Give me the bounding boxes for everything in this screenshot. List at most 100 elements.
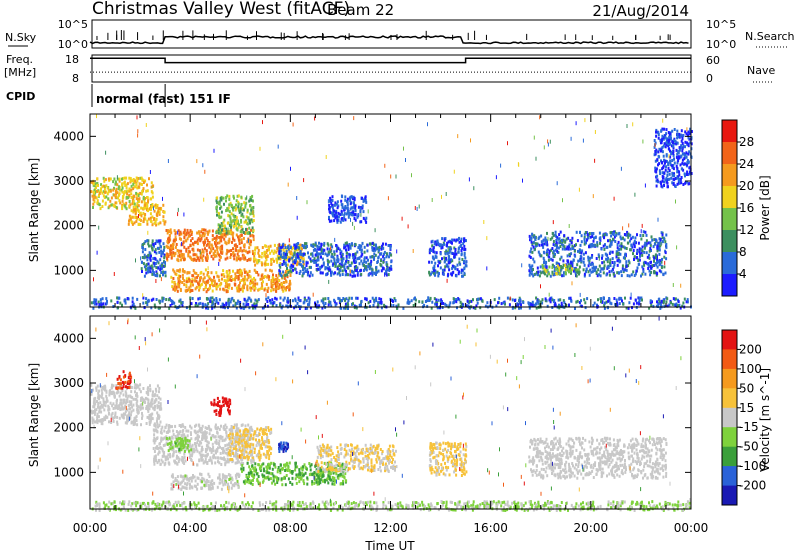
data-cell <box>262 280 264 284</box>
data-cell <box>284 252 287 256</box>
data-cell <box>201 258 204 262</box>
data-cell <box>294 246 297 250</box>
data-cell <box>635 269 638 273</box>
data-cell <box>128 400 131 404</box>
data-cell <box>384 242 387 246</box>
data-cell <box>155 217 158 221</box>
data-cell <box>273 243 276 247</box>
data-cell <box>145 189 148 193</box>
data-cell <box>92 182 95 186</box>
data-cell <box>285 264 288 267</box>
data-cell <box>212 253 215 257</box>
data-cell <box>132 423 135 426</box>
noise-cell <box>199 250 201 255</box>
data-cell <box>680 129 683 133</box>
data-cell <box>154 257 157 261</box>
data-cell <box>285 280 288 284</box>
data-cell <box>654 159 657 163</box>
data-cell <box>223 303 225 307</box>
data-cell <box>216 201 219 205</box>
data-cell <box>635 301 638 305</box>
data-cell <box>215 244 218 248</box>
data-cell <box>139 218 142 222</box>
data-cell <box>101 418 104 422</box>
data-cell <box>660 260 663 264</box>
data-cell <box>150 416 153 420</box>
noise-cell <box>632 122 634 127</box>
noise-cell <box>571 281 573 286</box>
data-cell <box>527 301 530 305</box>
data-cell <box>197 237 200 241</box>
data-cell <box>329 196 332 200</box>
data-cell <box>146 300 149 303</box>
data-cell <box>130 209 133 213</box>
data-cell <box>144 248 147 251</box>
data-cell <box>146 408 149 411</box>
data-cell <box>256 299 259 303</box>
data-cell <box>236 194 239 198</box>
data-cell <box>90 180 93 184</box>
data-cell <box>193 253 196 257</box>
data-cell <box>252 306 254 310</box>
noise-cell <box>153 206 154 211</box>
data-cell <box>583 237 586 241</box>
noise-cell <box>668 154 670 159</box>
data-cell <box>248 250 251 254</box>
data-cell <box>456 263 459 267</box>
data-cell <box>149 384 151 388</box>
data-cell <box>351 269 353 273</box>
data-cell <box>656 249 659 253</box>
data-cell <box>655 304 658 308</box>
noise-cell <box>625 253 627 258</box>
noise-cell <box>135 258 136 263</box>
data-cell <box>304 246 307 250</box>
data-cell <box>345 248 347 252</box>
data-cell <box>580 234 583 238</box>
data-cell <box>234 275 237 279</box>
data-cell <box>151 195 154 199</box>
data-cell <box>640 251 643 255</box>
data-cell <box>246 210 249 214</box>
data-cell <box>559 245 562 248</box>
data-cell <box>329 247 331 251</box>
data-cell <box>126 417 128 421</box>
data-cell <box>557 237 560 241</box>
data-cell <box>98 406 101 410</box>
data-cell <box>455 274 458 278</box>
data-cell <box>570 299 573 303</box>
data-cell <box>448 303 451 307</box>
data-cell <box>249 234 252 238</box>
data-cell <box>146 196 149 200</box>
data-cell <box>637 296 640 300</box>
data-cell <box>155 206 158 210</box>
data-cell <box>285 250 288 254</box>
data-cell <box>99 401 102 405</box>
noise-cell <box>427 122 428 127</box>
data-cell <box>210 304 213 308</box>
data-cell <box>596 243 599 247</box>
data-cell <box>211 296 214 300</box>
data-cell <box>314 243 317 247</box>
noise-right-tick-high: 10^5 <box>706 18 736 31</box>
data-cell <box>354 206 357 210</box>
noise-cell <box>292 122 294 127</box>
data-cell <box>310 265 312 269</box>
data-cell <box>221 235 224 239</box>
data-cell <box>144 206 147 210</box>
data-cell <box>234 208 237 212</box>
data-cell <box>258 287 261 291</box>
data-cell <box>561 240 564 244</box>
data-cell <box>385 273 388 277</box>
data-cell <box>610 269 613 273</box>
data-cell <box>665 137 668 141</box>
data-cell <box>615 252 618 256</box>
data-cell <box>241 249 244 253</box>
data-cell <box>593 269 596 273</box>
data-cell <box>453 238 456 242</box>
data-cell <box>110 421 113 424</box>
data-cell <box>172 268 175 272</box>
data-cell <box>597 298 599 302</box>
data-cell <box>174 245 177 249</box>
data-cell <box>213 250 216 254</box>
data-cell <box>624 253 626 257</box>
